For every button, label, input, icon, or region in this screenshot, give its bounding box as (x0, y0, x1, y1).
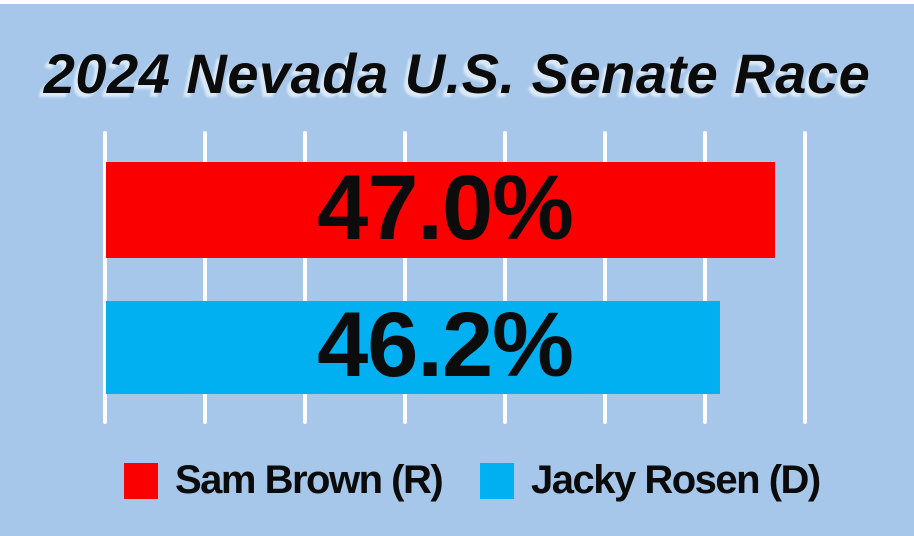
bar-value-sam-brown: 47.0% (317, 156, 574, 259)
bar-value-jacky-rosen: 46.2% (317, 294, 574, 396)
legend-item-sam-brown: Sam Brown (R) (124, 458, 444, 502)
legend-swatch-blue (480, 462, 514, 499)
legend-label: Jacky Rosen (D) (531, 458, 821, 502)
gridline (303, 131, 307, 424)
gridline (103, 131, 107, 424)
gridline (803, 131, 807, 424)
bar-sam-brown (106, 162, 775, 258)
top-white-strip (0, 0, 914, 4)
bar-jacky-rosen (106, 301, 720, 394)
legend-item-jacky-rosen: Jacky Rosen (D) (480, 458, 821, 502)
gridline (503, 131, 507, 424)
legend-label: Sam Brown (R) (175, 458, 444, 502)
gridline (603, 131, 607, 424)
legend-swatch-red (124, 462, 158, 499)
gridline (703, 131, 707, 424)
gridline (203, 131, 207, 424)
page-title: 2024 Nevada U.S. Senate Race (43, 41, 871, 105)
gridline (403, 131, 407, 424)
